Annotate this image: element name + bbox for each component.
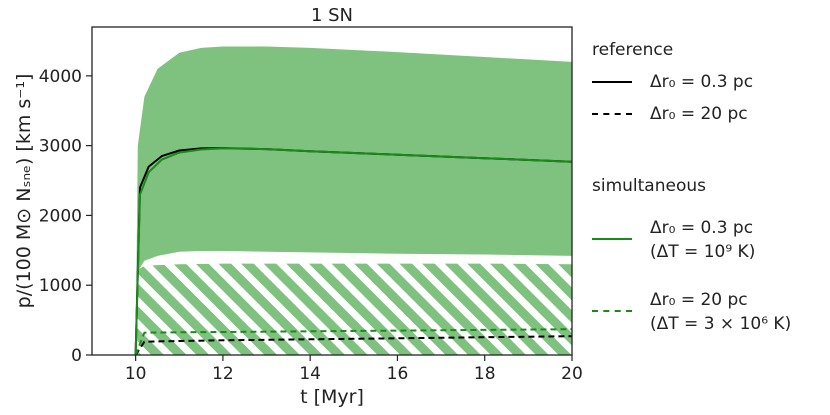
legend-item-simultaneous-20pc: Δr₀ = 20 pc (ΔT = 3 × 10⁶ K) bbox=[592, 288, 828, 338]
legend-sublabel: (ΔT = 10⁹ K) bbox=[650, 242, 756, 262]
legend-swatch-dashed-green bbox=[592, 310, 632, 312]
series-line-reference-20pc bbox=[134, 335, 572, 355]
x-tick-label: 16 bbox=[387, 364, 409, 384]
x-tick-label: 18 bbox=[474, 364, 496, 384]
x-tick-label: 10 bbox=[125, 364, 147, 384]
legend-title-reference: reference bbox=[592, 40, 674, 60]
legend-sublabel: (ΔT = 3 × 10⁶ K) bbox=[650, 314, 792, 334]
chart-title: 1 SN bbox=[311, 5, 353, 26]
y-tick-label: 2000 bbox=[39, 206, 82, 226]
solid-range-band bbox=[135, 46, 572, 355]
legend-item-simultaneous-0.3pc: Δr₀ = 0.3 pc (ΔT = 10⁹ K) bbox=[592, 216, 828, 266]
axes-frame bbox=[91, 26, 573, 356]
x-tick-label: 14 bbox=[299, 364, 321, 384]
legend-label: Δr₀ = 0.3 pc bbox=[650, 218, 754, 238]
y-tick-label: 0 bbox=[71, 346, 82, 366]
series-line-simultaneous-0.3pc bbox=[134, 147, 572, 355]
legend-swatch-solid-green bbox=[592, 238, 632, 240]
legend-title-simultaneous: simultaneous bbox=[592, 176, 706, 196]
x-axis-label: t [Myr] bbox=[300, 386, 364, 408]
y-tick-label: 1000 bbox=[39, 276, 82, 296]
legend-label: Δr₀ = 20 pc bbox=[650, 290, 748, 310]
y-axis-label: p/(100 M⊙ Nₛₙₑ) [km s⁻¹] bbox=[13, 74, 35, 309]
legend-item-reference-20pc: Δr₀ = 20 pc bbox=[592, 102, 828, 152]
x-tick-label: 20 bbox=[561, 364, 583, 384]
x-tick-label: 12 bbox=[212, 364, 234, 384]
legend-label: Δr₀ = 20 pc bbox=[650, 104, 748, 124]
legend-label: Δr₀ = 0.3 pc bbox=[650, 72, 754, 92]
legend-swatch-dashed-black bbox=[592, 113, 632, 115]
legend-item-reference-0.3pc: Δr₀ = 0.3 pc bbox=[592, 70, 828, 120]
y-tick-label: 3000 bbox=[39, 137, 82, 157]
y-tick-label: 4000 bbox=[39, 67, 82, 87]
legend-swatch-solid-black bbox=[592, 81, 632, 83]
